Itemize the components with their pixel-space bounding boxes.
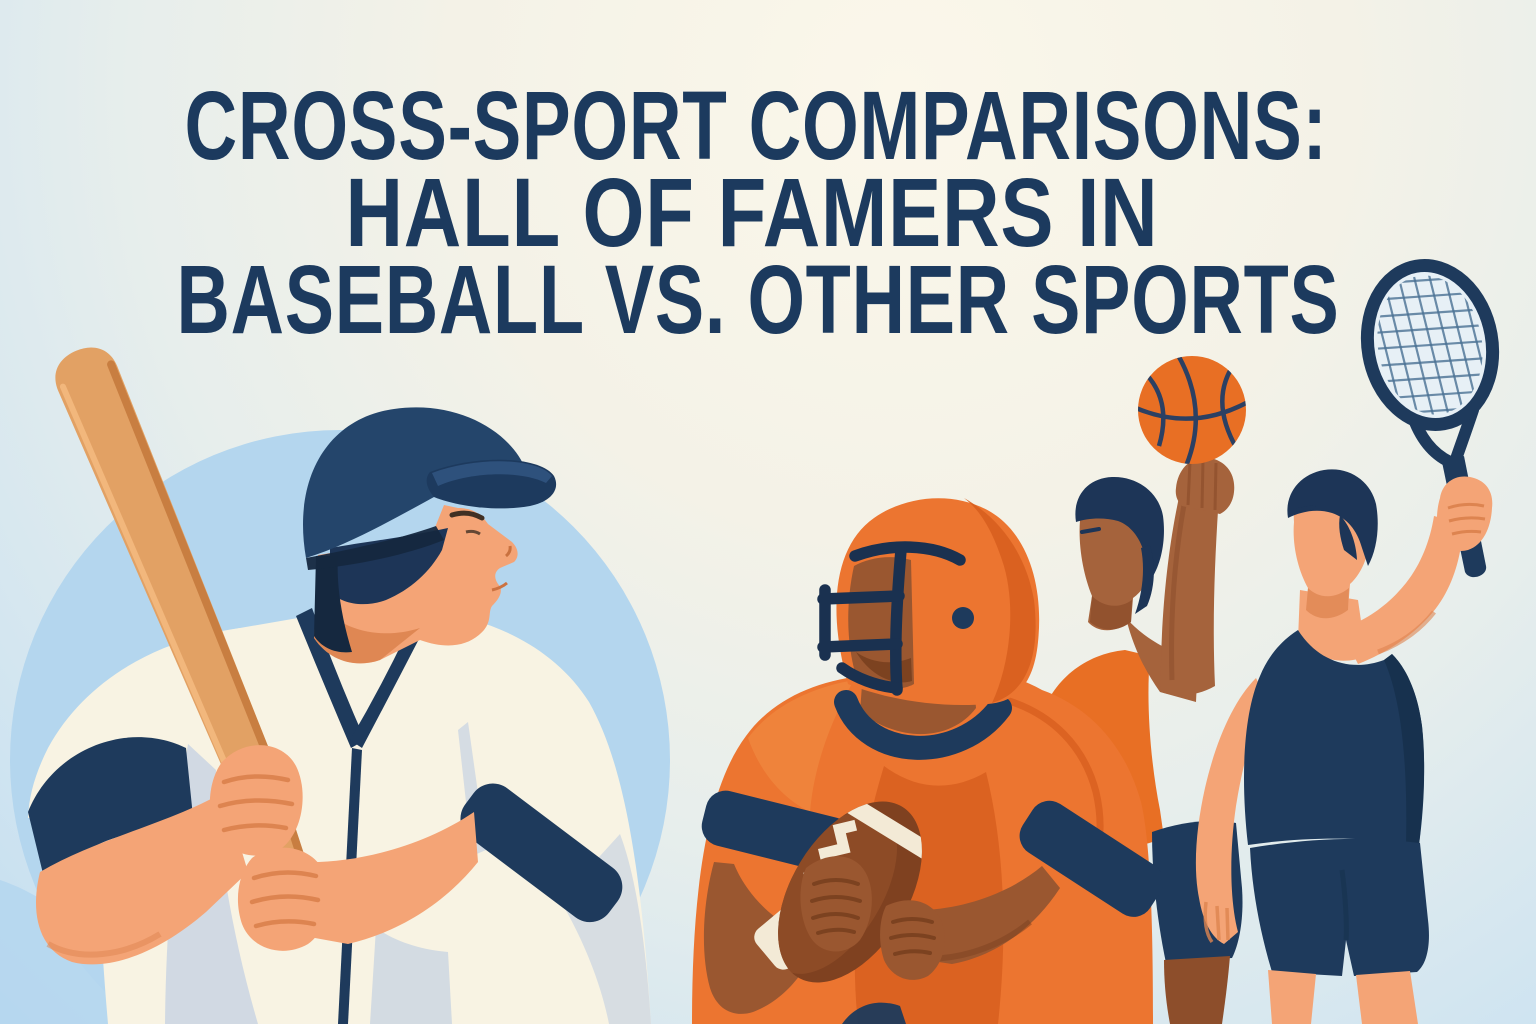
- tennis-racket-arm: [1348, 516, 1464, 664]
- hair-sideburn: [1339, 515, 1357, 560]
- baseball-cap-crown: [303, 407, 536, 558]
- right-sleeve-band: [1019, 800, 1164, 917]
- tennis-hair: [1287, 469, 1378, 566]
- tank-shading: [1384, 654, 1425, 845]
- football-player: [692, 498, 1164, 1024]
- basketball: [1138, 356, 1246, 464]
- football-tip-stripe: [838, 792, 940, 864]
- title-line-3: BASEBALL VS. OTHER SPORTS: [177, 245, 1340, 354]
- right-sleeve-band: [460, 783, 623, 923]
- hair-nape: [314, 556, 352, 653]
- finger-lines: [1203, 901, 1230, 944]
- eyebrow: [449, 510, 485, 521]
- basketball-hair: [1075, 476, 1164, 578]
- jersey-shadow-under-arm: [370, 928, 452, 1024]
- football-right-hand: [880, 900, 945, 980]
- eyebrow: [1296, 505, 1316, 512]
- sleeve-stripe: [1019, 800, 1164, 917]
- title-line-1: CROSS-SPORT COMPARISONS:: [185, 71, 1328, 180]
- tennis-shorts: [1250, 838, 1429, 976]
- football-left-hand: [800, 856, 872, 952]
- football-right-forearm: [912, 866, 1060, 964]
- cap-lower-band: [306, 526, 444, 570]
- eye: [465, 529, 481, 536]
- finger-lines: [217, 774, 295, 833]
- racket-strings: [1366, 267, 1494, 423]
- nostril: [505, 545, 512, 558]
- cap-brim-highlight: [432, 461, 552, 486]
- jersey-hem-shadow: [842, 1002, 906, 1024]
- basketball-seams: [1138, 356, 1246, 464]
- basketball-raised-arm: [1160, 487, 1219, 696]
- arm-shading: [1169, 504, 1187, 681]
- eyebrow: [1080, 527, 1101, 534]
- tennis-leg-left: [1268, 970, 1316, 1024]
- finger-lines: [249, 870, 321, 929]
- helmet-shading: [964, 498, 1036, 703]
- seam: [1220, 367, 1239, 451]
- title-line-2: HALL OF FAMERS IN: [346, 158, 1159, 267]
- baseball-batter: [28, 347, 652, 1024]
- helmet-ear-hole: [952, 607, 974, 629]
- finger-lines: [1186, 459, 1218, 511]
- vneck-left-stripe: [296, 608, 365, 748]
- jaw-shadow: [1306, 588, 1349, 619]
- jersey-collar: [834, 690, 1012, 760]
- baseball-right-forearm: [302, 812, 478, 944]
- jaw-shadow: [1090, 596, 1132, 630]
- seam: [1176, 356, 1199, 464]
- arm-shading: [1377, 610, 1436, 655]
- tennis-player: [1195, 258, 1500, 1024]
- shorts-crease: [1339, 869, 1349, 941]
- shoulder-highlight: [748, 680, 854, 812]
- facemask-brow-bar: [849, 541, 966, 566]
- baseball-left-forearm: [35, 792, 249, 965]
- sleeve-stripe: [460, 783, 623, 923]
- seam: [1138, 400, 1246, 421]
- finger-lines: [1447, 502, 1486, 536]
- basketball-leg: [1164, 956, 1230, 1024]
- page-title: CROSS-SPORT COMPARISONS: HALL OF FAMERS …: [177, 71, 1340, 354]
- finger-lines: [889, 917, 936, 956]
- helmet-facemask: [817, 541, 966, 696]
- facemask-lower-bar: [817, 638, 903, 653]
- seam: [1144, 372, 1166, 447]
- forearm-shading: [46, 931, 162, 958]
- facemask-vertical-bar: [890, 544, 907, 696]
- hair-back: [1135, 545, 1154, 614]
- tennis-tank-top: [1244, 630, 1425, 845]
- baseball-head: [314, 505, 518, 664]
- strings-horizontal: [1366, 274, 1494, 417]
- left-sleeve-stripe: [28, 737, 196, 886]
- mouth: [491, 581, 508, 592]
- finger-lines: [810, 878, 862, 935]
- tennis-leg-right: [1356, 971, 1418, 1024]
- facemask-upper-bar: [817, 590, 905, 605]
- facemask-jaw-bar: [836, 662, 903, 694]
